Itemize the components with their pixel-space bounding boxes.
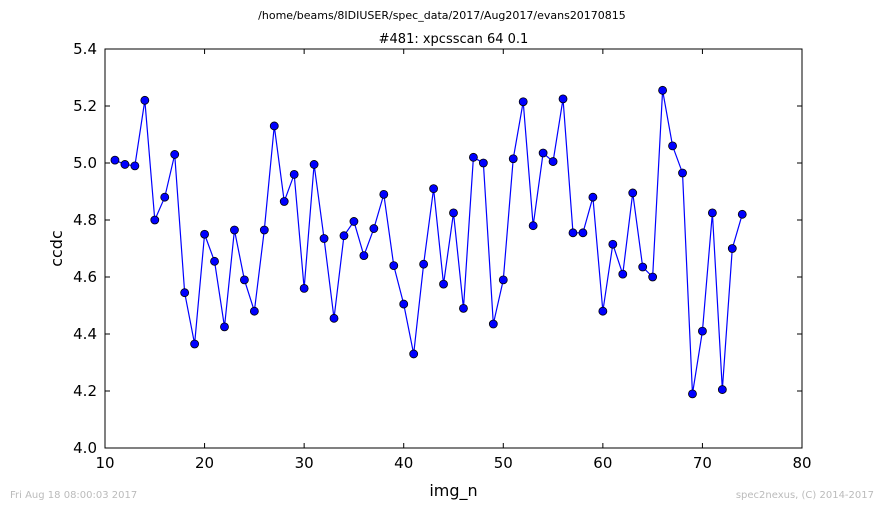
data-point: [538, 148, 548, 158]
series-points: [110, 85, 747, 399]
data-point: [638, 262, 648, 272]
data-point: [379, 189, 389, 199]
data-point: [369, 224, 379, 233]
data-point: [488, 319, 498, 329]
data-point: [628, 188, 638, 198]
data-point: [329, 313, 339, 323]
data-point: [707, 208, 717, 218]
y-tick-label: 5.4: [73, 40, 97, 58]
data-point: [528, 221, 538, 231]
data-point: [110, 155, 120, 165]
data-point: [160, 192, 170, 202]
data-point: [269, 121, 279, 131]
data-point: [478, 158, 488, 168]
data-point: [518, 97, 528, 107]
footer-timestamp: Fri Aug 18 08:00:03 2017: [10, 490, 137, 501]
x-axis: 10 20 30 40 50 60 70 80: [95, 49, 812, 472]
data-point: [130, 161, 140, 171]
data-point: [429, 184, 438, 194]
data-point: [170, 150, 180, 159]
data-point: [279, 197, 289, 206]
data-point: [588, 192, 598, 202]
data-point: [419, 259, 429, 269]
data-point: [678, 168, 687, 178]
data-point: [309, 160, 319, 169]
data-point: [727, 244, 737, 253]
data-point: [648, 272, 658, 282]
data-point: [409, 349, 419, 359]
y-axis: 4.0 4.2 4.4 4.6 4.8 5.0 5.2 5.4: [73, 40, 802, 457]
y-tick-label: 5.2: [73, 97, 97, 115]
data-point: [578, 228, 588, 238]
y-tick-label: 5.0: [73, 154, 97, 172]
data-point: [230, 225, 239, 235]
data-point: [239, 275, 249, 285]
data-point: [469, 152, 478, 162]
data-point: [319, 234, 329, 243]
data-point: [249, 306, 259, 316]
chart-title: #481: xpcsscan 64 0.1: [379, 32, 529, 47]
data-point: [349, 217, 359, 226]
footer-credit: spec2nexus, (C) 2014-2017: [736, 490, 874, 501]
x-tick-label: 70: [693, 454, 712, 472]
x-axis-label: img_n: [429, 481, 477, 501]
data-point: [399, 299, 409, 309]
data-point: [299, 283, 309, 293]
y-tick-label: 4.6: [73, 268, 97, 286]
data-point: [737, 209, 747, 219]
data-point: [508, 154, 518, 164]
plot-frame: [104, 48, 803, 449]
data-point: [688, 389, 697, 399]
data-point: [608, 239, 618, 249]
y-tick-label: 4.8: [73, 211, 97, 229]
data-point: [259, 225, 269, 235]
data-point: [190, 339, 200, 349]
data-point: [558, 94, 568, 104]
data-point: [140, 95, 150, 105]
x-tick-label: 80: [792, 454, 811, 472]
data-point: [389, 261, 399, 271]
data-point: [658, 85, 667, 95]
data-point: [698, 326, 707, 336]
data-point: [200, 229, 209, 239]
data-point: [618, 269, 628, 279]
data-point: [449, 208, 458, 218]
data-point: [717, 385, 727, 394]
data-point: [339, 231, 349, 241]
data-point: [150, 215, 160, 225]
data-point: [180, 288, 190, 298]
data-point: [120, 160, 130, 169]
x-tick-label: 50: [494, 454, 513, 472]
y-tick-label: 4.0: [73, 439, 97, 457]
series-line: [114, 90, 743, 394]
figure-suptitle: /home/beams/8IDIUSER/spec_data/2017/Aug2…: [258, 9, 626, 22]
data-point: [459, 303, 468, 313]
x-tick-label: 40: [394, 454, 413, 472]
data-point: [359, 251, 369, 261]
x-tick-label: 60: [593, 454, 612, 472]
data-point: [210, 256, 219, 266]
data-point: [498, 275, 508, 285]
data-point: [289, 169, 299, 179]
data-point: [548, 157, 558, 166]
data-point: [598, 306, 608, 316]
x-tick-label: 10: [95, 454, 114, 472]
y-tick-label: 4.4: [73, 325, 97, 343]
data-point: [439, 279, 448, 289]
x-tick-label: 30: [295, 454, 314, 472]
x-tick-label: 20: [195, 454, 214, 472]
y-tick-label: 4.2: [73, 382, 97, 400]
y-axis-label: ccdc: [47, 230, 66, 267]
data-point: [220, 322, 229, 332]
data-point: [668, 141, 677, 151]
data-point: [568, 228, 578, 238]
